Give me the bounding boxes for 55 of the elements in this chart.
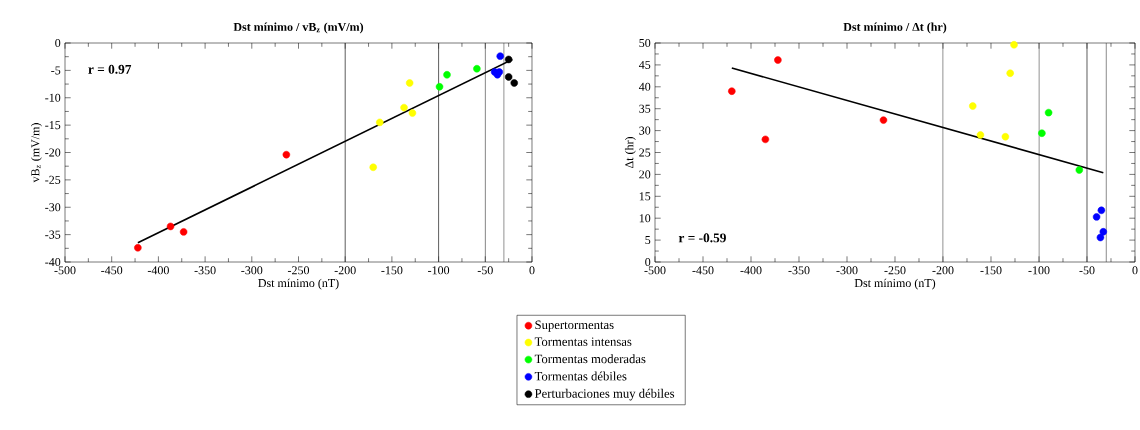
y-tick-label: -5 (51, 66, 61, 75)
x-tick-label: -100 (1028, 266, 1050, 275)
x-tick-label: -150 (980, 266, 1002, 275)
y-tick-label: 10 (639, 214, 651, 223)
y-tick-label: 0 (645, 257, 651, 267)
y-tick-label: -40 (45, 257, 61, 267)
legend-label: Perturbaciones muy débiles (534, 388, 675, 401)
x-tick-label: 0 (529, 266, 535, 275)
x-tick-label: -350 (788, 266, 810, 275)
x-tick-label: -350 (194, 266, 216, 275)
x-tick-label: 0 (1132, 266, 1138, 275)
x-tick-label: -450 (101, 266, 123, 275)
y-tick-label: 0 (55, 38, 61, 48)
y-tick-label: -35 (45, 230, 61, 239)
x-axis-title: Dst mínimo (nT) (258, 278, 339, 290)
x-tick-label: -250 (884, 266, 906, 275)
legend-label: Tormentas intensas (534, 337, 632, 346)
x-tick-label: -50 (477, 266, 493, 275)
y-tick-label: 45 (638, 60, 651, 69)
x-tick-label: -200 (932, 266, 954, 275)
y-tick-label: -30 (45, 203, 61, 212)
annotation: r = -0.59 (678, 233, 726, 243)
y-tick-label: 20 (639, 170, 651, 179)
y-tick-label: 25 (639, 148, 651, 157)
y-axis-title: vB$_{z}$ (mV/m) (30, 123, 42, 183)
y-tick-label: 40 (638, 82, 651, 91)
x-tick-label: -300 (836, 266, 858, 275)
x-tick-label: -100 (428, 266, 450, 275)
annotation: r = 0.97 (88, 64, 132, 74)
y-axis-title: Δt (hr) (624, 137, 636, 169)
legend-label: Tormentas débiles (534, 371, 627, 381)
x-axis-title: Dst mínimo (nT) (854, 278, 936, 290)
x-tick-label: -300 (241, 266, 263, 275)
y-tick-label: 5 (645, 236, 651, 245)
x-tick-label: -200 (334, 266, 356, 275)
y-tick-label: 35 (639, 104, 651, 113)
x-tick-label: -400 (740, 266, 762, 275)
legend-label: Tormentas moderadas (534, 354, 646, 364)
x-tick-label: -500 (54, 266, 76, 275)
chart-title: Dst mínimo / vB$_{z}$ (mV/m) (233, 22, 364, 34)
x-tick-label: -50 (1079, 266, 1095, 275)
y-tick-label: -15 (45, 121, 61, 130)
legend-label: Supertormentas (535, 320, 614, 332)
x-tick-label: -450 (692, 266, 714, 275)
y-tick-label: 30 (639, 126, 651, 135)
y-tick-label: 15 (639, 192, 651, 201)
y-tick-label: -10 (45, 93, 61, 102)
y-tick-label: 50 (639, 38, 651, 48)
x-tick-label: -250 (287, 266, 310, 275)
x-tick-label: -500 (644, 266, 666, 275)
chart-title: Dst mínimo / Δt (hr) (843, 22, 947, 34)
y-tick-label: -25 (45, 175, 61, 184)
y-tick-label: -20 (45, 148, 61, 157)
x-tick-label: -150 (381, 266, 403, 275)
x-tick-label: -400 (147, 266, 169, 275)
